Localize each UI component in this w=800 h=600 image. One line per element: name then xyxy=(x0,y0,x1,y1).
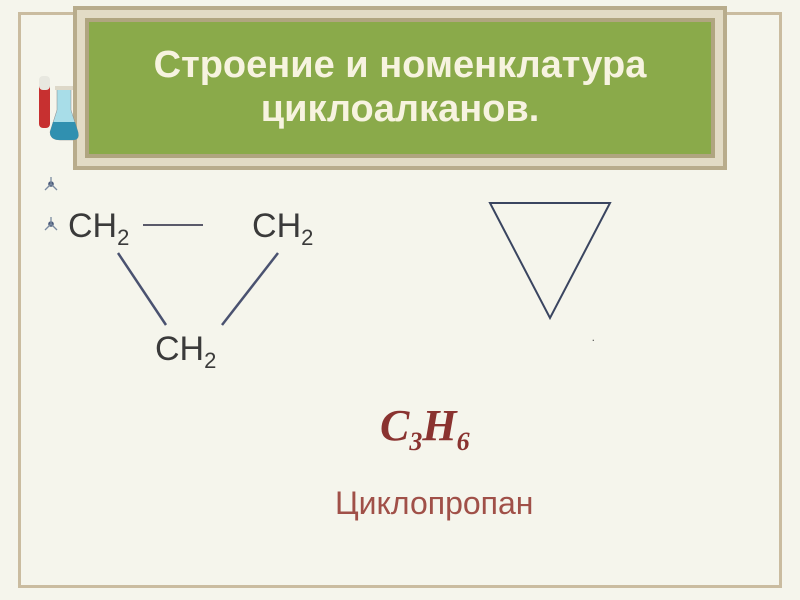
chemistry-icon xyxy=(35,70,80,145)
bond-line xyxy=(143,224,203,226)
slide-title: Строение и номенклатура циклоалканов. xyxy=(89,44,711,131)
ch2-bottom: СН2 xyxy=(155,330,216,374)
title-frame: Строение и номенклатура циклоалканов. xyxy=(85,18,715,158)
molecular-formula: С3Н6 xyxy=(380,400,470,457)
ch2-sub-3: 2 xyxy=(204,348,216,373)
formula-sub2: 6 xyxy=(457,427,470,456)
bullet-icon xyxy=(42,215,60,233)
compound-name: Циклопропан xyxy=(335,485,533,522)
formula-sub1: 3 xyxy=(409,427,422,456)
formula-c: С xyxy=(380,401,409,450)
bullet-icon xyxy=(42,175,60,193)
cyclopropane-triangle xyxy=(480,193,620,333)
ch2-label-1: СН xyxy=(68,207,117,245)
formula-h: Н xyxy=(422,401,456,450)
period-mark: . xyxy=(592,330,595,344)
ch2-label-3: СН xyxy=(155,330,204,368)
ch2-label-2: СН xyxy=(252,207,301,245)
ch2-sub-2: 2 xyxy=(301,225,313,250)
content-area: СН2 СН2 СН2 . С3Н6 Циклопропан xyxy=(50,175,750,580)
